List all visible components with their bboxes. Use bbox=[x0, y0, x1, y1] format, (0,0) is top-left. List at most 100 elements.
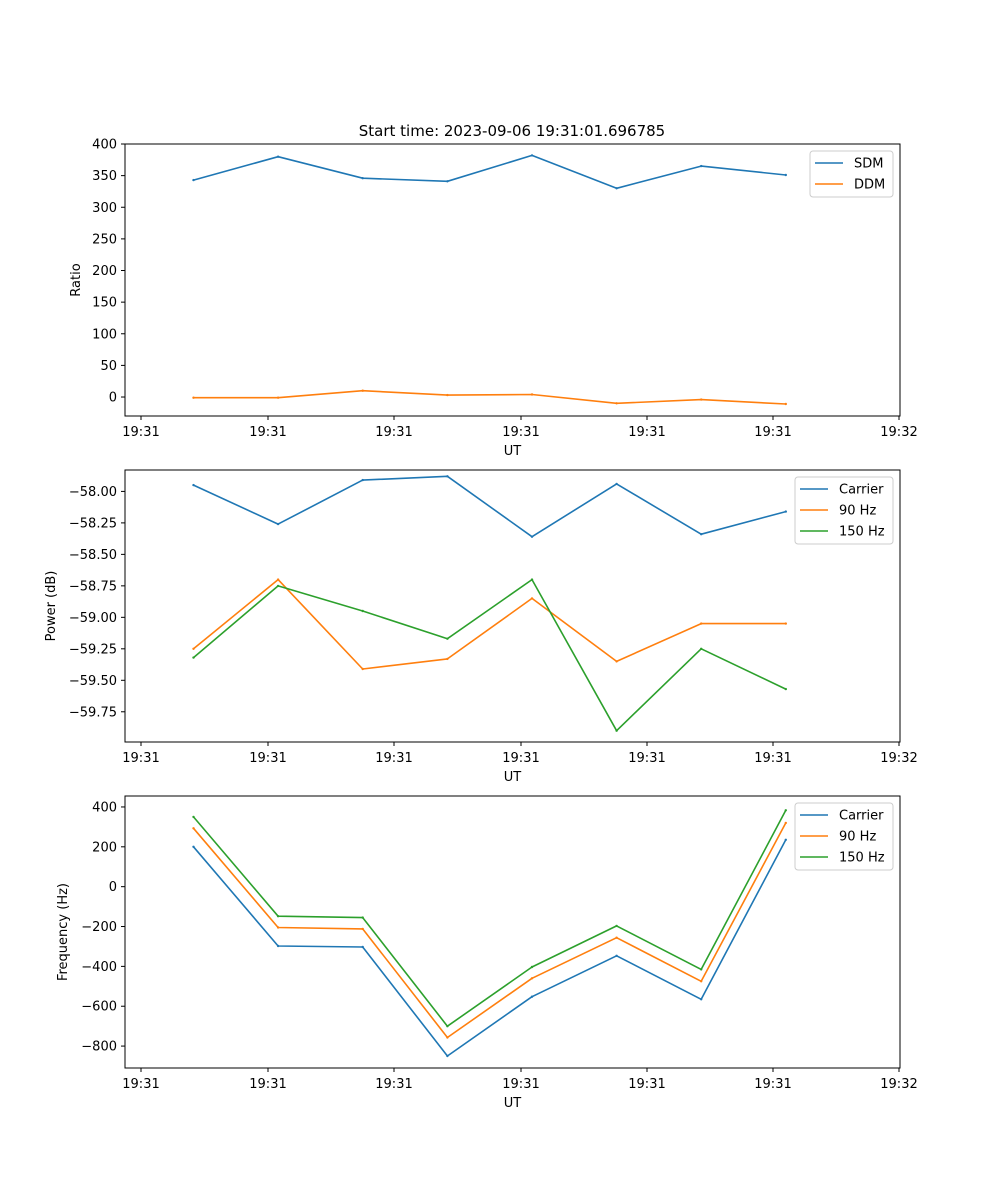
power-point-150-hz bbox=[361, 609, 364, 613]
power-point-150-hz bbox=[446, 637, 449, 640]
ratio-point-sdm bbox=[530, 154, 534, 157]
frequency-point-carrier bbox=[192, 845, 195, 848]
frequency-point-90-hz bbox=[446, 1036, 449, 1039]
power-point-carrier bbox=[530, 535, 534, 538]
ratio-point-sdm bbox=[192, 178, 195, 182]
power-x-tick-label: 19:31 bbox=[628, 751, 665, 766]
power-x-tick-label: 19:31 bbox=[249, 751, 286, 766]
ratio-x-tick-label: 19:31 bbox=[754, 425, 791, 440]
ratio-x-tick-label: 19:31 bbox=[502, 425, 539, 440]
frequency-y-axis-label: Frequency (Hz) bbox=[56, 883, 71, 981]
power-point-150-hz bbox=[700, 647, 703, 650]
ratio-y-tick-label: 50 bbox=[100, 359, 117, 374]
power-legend-label-90-hz: 90 Hz bbox=[839, 504, 876, 519]
power-x-axis-label: UT bbox=[504, 770, 522, 785]
frequency-point-90-hz bbox=[700, 980, 703, 983]
ratio-x-tick-label: 19:31 bbox=[249, 425, 286, 440]
power-y-tick-label: −58.50 bbox=[69, 548, 117, 563]
power-series-line-carrier bbox=[193, 475, 787, 538]
ratio-point-sdm bbox=[446, 180, 449, 183]
frequency-legend bbox=[794, 802, 894, 871]
power-point-150-hz bbox=[615, 729, 618, 732]
ratio-legend-label-ddm: DDM bbox=[854, 178, 885, 193]
ratio-y-tick-label: 100 bbox=[92, 327, 117, 342]
chart-title: Start time: 2023-09-06 19:31:01.696785 bbox=[359, 122, 665, 140]
ratio-x-tick-label: 19:31 bbox=[122, 425, 159, 440]
frequency-axes-frame bbox=[124, 795, 901, 1069]
power-x-tick-label: 19:31 bbox=[754, 751, 791, 766]
power-y-tick-label: −58.25 bbox=[69, 516, 117, 531]
frequency-point-carrier bbox=[276, 944, 280, 948]
power-legend bbox=[794, 476, 894, 545]
ratio-point-ddm bbox=[784, 402, 787, 406]
power-point-90-hz bbox=[700, 622, 703, 625]
frequency-point-150-hz bbox=[276, 915, 280, 918]
power-x-tick-label: 19:31 bbox=[375, 751, 412, 766]
power-point-carrier bbox=[276, 522, 280, 526]
ratio-axes-frame bbox=[124, 143, 901, 417]
frequency-series-line-90-hz bbox=[192, 822, 787, 1039]
ratio-series-line-ddm bbox=[193, 389, 786, 405]
ratio-point-sdm bbox=[361, 177, 364, 180]
power-point-90-hz bbox=[784, 622, 787, 625]
ratio-series-line-sdm bbox=[193, 154, 786, 190]
power-y-tick-label: −59.00 bbox=[69, 611, 117, 626]
ratio-y-tick-label: 400 bbox=[92, 138, 117, 153]
power-legend-label-150-hz: 150 Hz bbox=[839, 525, 885, 540]
frequency-x-tick-label: 19:31 bbox=[122, 1077, 159, 1092]
ratio-x-tick-label: 19:31 bbox=[628, 425, 665, 440]
frequency-point-90-hz bbox=[361, 927, 364, 931]
frequency-y-tick-label: −400 bbox=[81, 960, 117, 975]
power-legend-label-carrier: Carrier bbox=[839, 483, 884, 498]
power-series-line-90-hz bbox=[192, 578, 786, 670]
frequency-x-tick-label: 19:31 bbox=[502, 1077, 539, 1092]
frequency-legend-label-carrier: Carrier bbox=[839, 809, 884, 824]
frequency-point-150-hz bbox=[192, 815, 195, 819]
frequency-x-tick-label: 19:31 bbox=[249, 1077, 286, 1092]
ratio-y-tick-label: 200 bbox=[92, 264, 117, 279]
frequency-point-90-hz bbox=[276, 926, 280, 929]
ratio-panel: 19:31 19:31 19:31 19:31 19:31 19:31 19:32 0 50 10… bbox=[69, 138, 918, 460]
frequency-point-carrier bbox=[530, 995, 534, 998]
frequency-point-150-hz bbox=[530, 965, 534, 969]
frequency-point-carrier bbox=[361, 945, 364, 949]
ratio-point-ddm bbox=[192, 396, 195, 399]
power-y-tick-label: −58.75 bbox=[69, 579, 117, 594]
ratio-y-tick-label: 300 bbox=[92, 201, 117, 216]
power-y-tick-label: −59.75 bbox=[69, 705, 117, 720]
power-y-tick-label: −59.50 bbox=[69, 674, 117, 689]
frequency-x-tick-label: 19:31 bbox=[754, 1077, 791, 1092]
power-point-90-hz bbox=[276, 578, 280, 581]
frequency-legend-label-150-hz: 150 Hz bbox=[839, 851, 885, 866]
power-x-tick-label: 19:31 bbox=[122, 751, 159, 766]
frequency-y-tick-label: −600 bbox=[81, 1000, 117, 1015]
frequency-y-tick-label: −800 bbox=[81, 1040, 117, 1055]
power-point-150-hz bbox=[276, 584, 280, 588]
ratio-point-sdm bbox=[700, 164, 703, 168]
ratio-x-axis-label: UT bbox=[504, 444, 522, 459]
ratio-point-ddm bbox=[615, 402, 618, 405]
frequency-point-150-hz bbox=[784, 809, 787, 812]
frequency-y-tick-label: 0 bbox=[109, 880, 117, 895]
frequency-point-carrier bbox=[700, 998, 703, 1001]
power-x-tick-label: 19:32 bbox=[880, 751, 917, 766]
power-series-line-150-hz bbox=[192, 578, 787, 732]
frequency-x-tick-label: 19:31 bbox=[628, 1077, 665, 1092]
power-y-axis-label: Power (dB) bbox=[44, 571, 59, 642]
frequency-point-90-hz bbox=[530, 977, 534, 980]
frequency-panel: 19:31 19:31 19:31 19:31 19:31 19:31 19:32 −800 −… bbox=[56, 795, 918, 1111]
power-point-carrier bbox=[446, 475, 449, 478]
frequency-point-90-hz bbox=[784, 821, 787, 825]
power-point-90-hz bbox=[361, 667, 364, 671]
power-point-90-hz bbox=[530, 597, 534, 600]
ratio-point-ddm bbox=[446, 393, 449, 397]
power-point-carrier bbox=[361, 478, 364, 482]
ratio-legend-label-sdm: SDM bbox=[854, 157, 883, 172]
frequency-point-150-hz bbox=[615, 924, 618, 928]
ratio-y-axis-label: Ratio bbox=[69, 263, 84, 296]
ratio-y-tick-label: 150 bbox=[92, 296, 117, 311]
ratio-point-ddm bbox=[361, 389, 364, 392]
frequency-y-tick-label: 200 bbox=[92, 840, 117, 855]
frequency-point-carrier bbox=[446, 1054, 449, 1058]
